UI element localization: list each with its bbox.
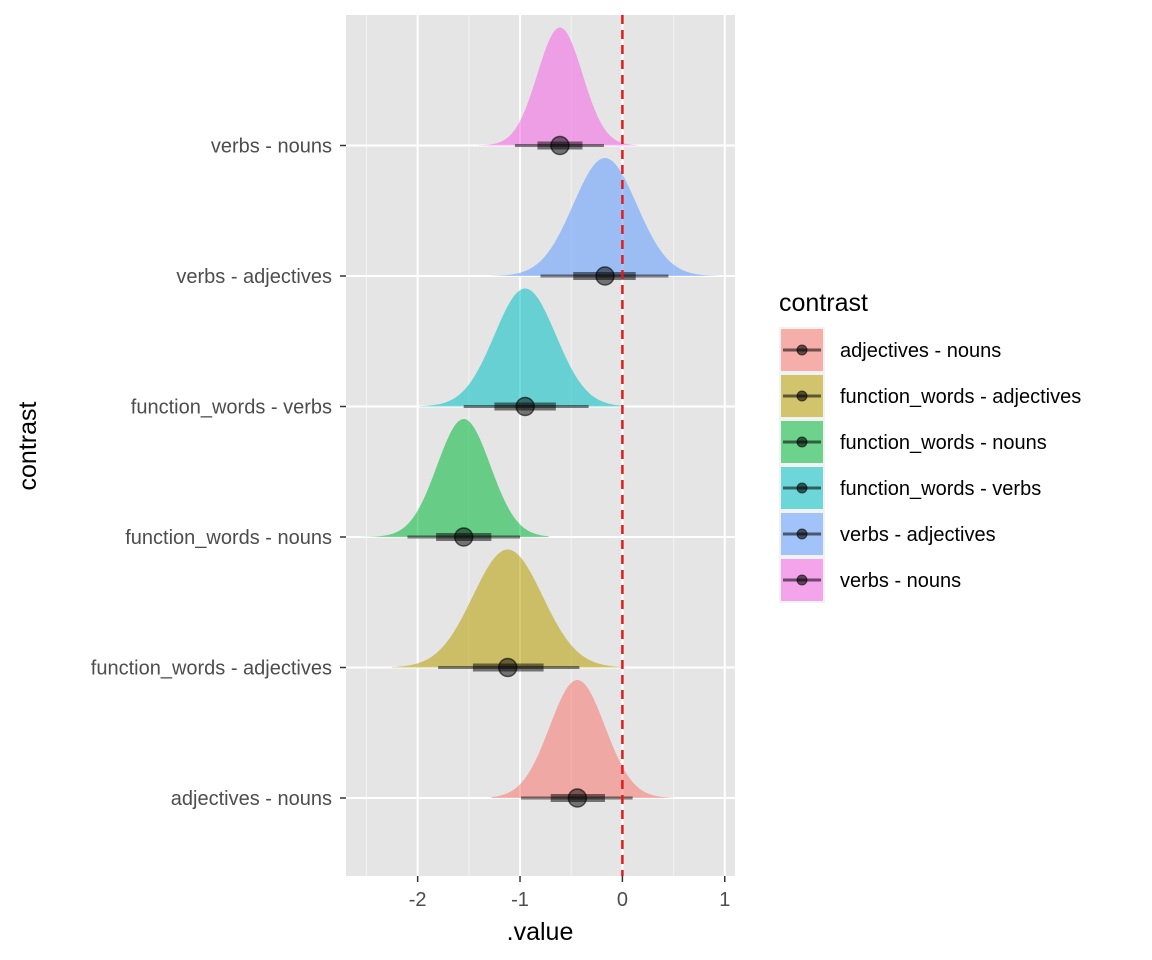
legend: contrast adjectives - nouns function_word… xyxy=(779,289,1081,603)
legend-label: function_words - verbs xyxy=(840,478,1041,500)
x-axis-title: .value xyxy=(507,918,574,946)
y-tick-label: function_words - adjectives xyxy=(91,658,332,680)
density-verbs-nouns xyxy=(479,27,638,146)
y-tick-label: adjectives - nouns xyxy=(171,788,332,810)
y-tick-label: verbs - adjectives xyxy=(176,266,332,288)
y-tick-label: function_words - verbs xyxy=(131,397,332,419)
density-function-words-nouns xyxy=(361,419,549,537)
median-point-verbs-adjectives xyxy=(595,266,615,286)
interval-layer xyxy=(407,135,669,808)
x-tick-label: -2 xyxy=(409,889,427,911)
density-verbs-adjectives xyxy=(491,158,720,276)
legend-title: contrast xyxy=(779,289,868,317)
legend-label: verbs - nouns xyxy=(840,570,961,592)
x-tick-label: 1 xyxy=(719,889,730,911)
x-tick-label: 0 xyxy=(617,889,628,911)
legend-label: adjectives - nouns xyxy=(840,340,1001,362)
panel-background xyxy=(346,15,735,876)
median-point-adjectives-nouns xyxy=(567,788,588,808)
legend-key-point xyxy=(796,574,808,586)
legend-key-point xyxy=(796,390,808,402)
density-function-words-adjectives xyxy=(392,549,623,668)
density-layer xyxy=(361,27,720,798)
y-axis: adjectives - nouns function_words - adjec… xyxy=(91,136,346,810)
legend-label: verbs - adjectives xyxy=(840,524,996,546)
median-point-function-words-adjectives xyxy=(497,657,518,678)
legend-label: function_words - adjectives xyxy=(840,386,1081,408)
legend-key-point xyxy=(796,482,808,494)
density-adjectives-nouns xyxy=(491,680,674,798)
y-tick-label: verbs - nouns xyxy=(211,136,332,158)
legend-label: function_words - nouns xyxy=(840,432,1047,454)
density-function-words-verbs xyxy=(419,288,623,407)
median-point-function-words-nouns xyxy=(453,527,474,547)
legend-key-point xyxy=(796,344,808,356)
legend-key-point xyxy=(796,436,808,448)
median-point-function-words-verbs xyxy=(515,396,535,417)
x-axis: -2 -1 0 1 xyxy=(409,876,730,911)
y-axis-title: contrast xyxy=(14,401,42,490)
x-tick-label: -1 xyxy=(511,889,529,911)
y-tick-label: function_words - nouns xyxy=(125,527,332,549)
legend-key-point xyxy=(796,528,808,540)
median-point-verbs-nouns xyxy=(550,135,570,156)
